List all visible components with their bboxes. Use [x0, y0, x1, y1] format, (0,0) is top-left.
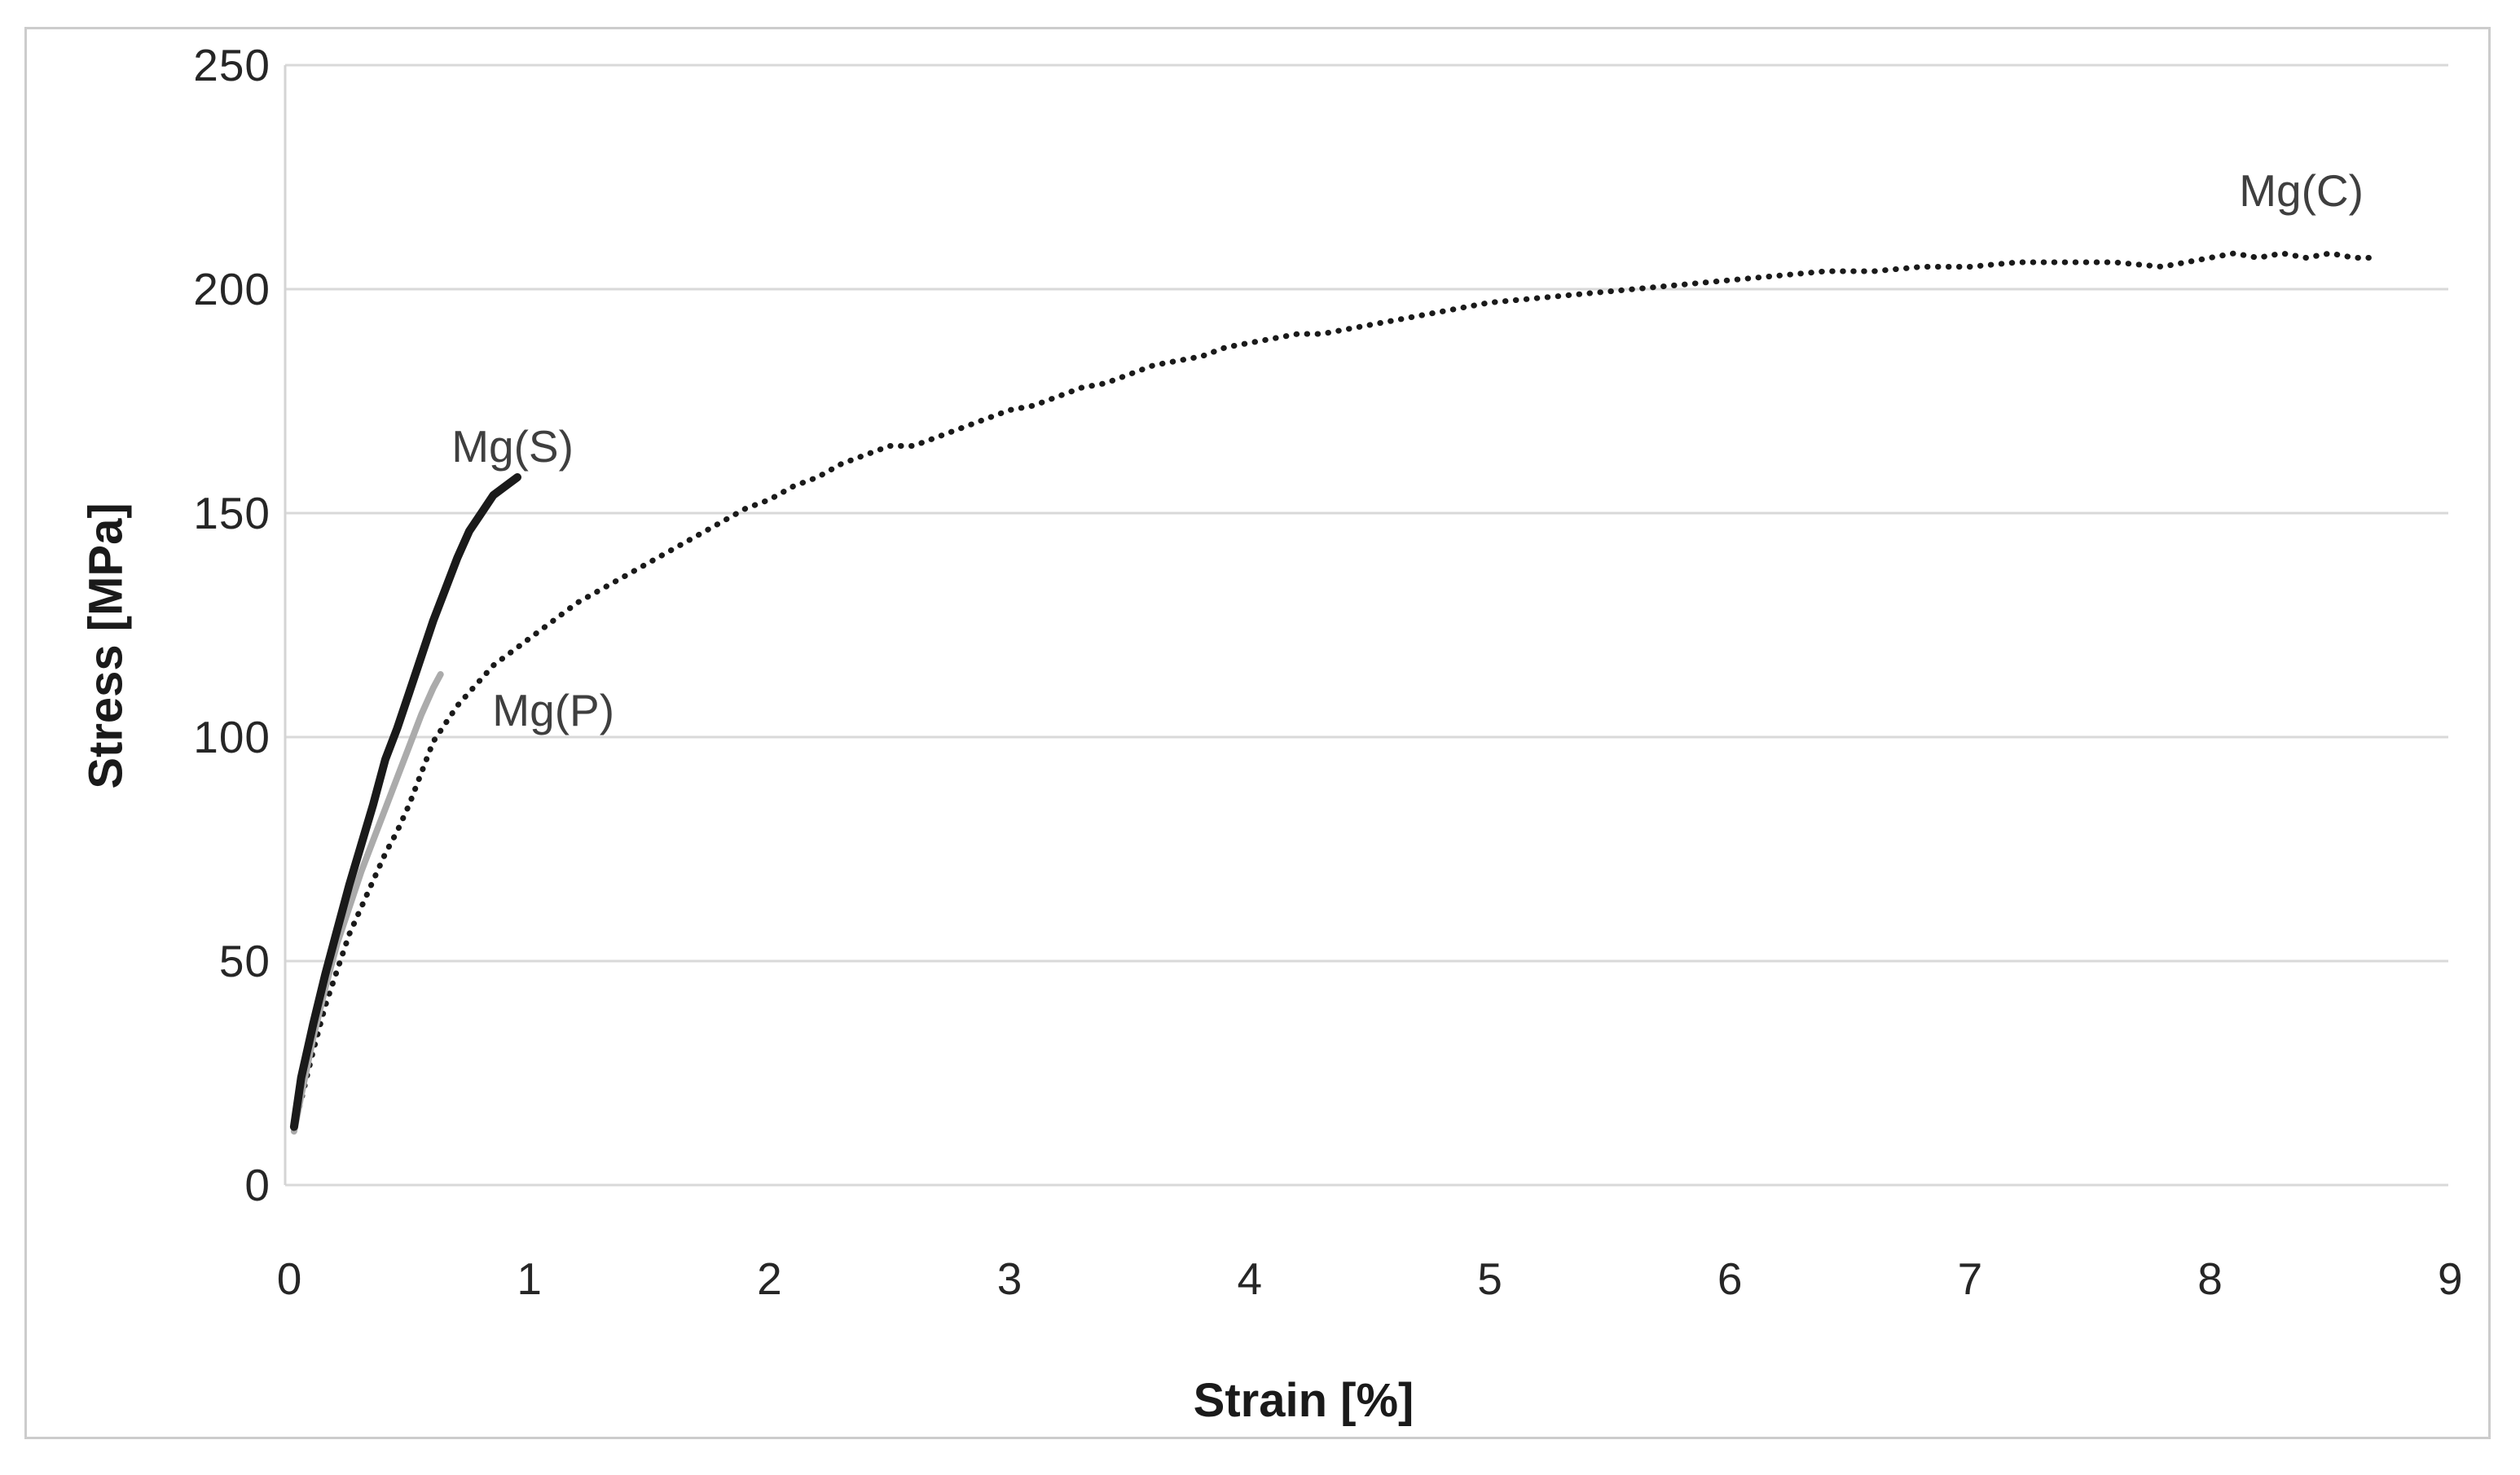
y-axis-title: Stress [MPa]: [79, 503, 133, 789]
series-label-mg-p: Mg(P): [492, 685, 615, 735]
series-curve-Mg(P): [290, 671, 444, 1135]
x-tick-label-6: 6: [1717, 1253, 1743, 1304]
series-label-mg-s: Mg(S): [451, 420, 574, 472]
x-tick-label-7: 7: [1957, 1253, 1983, 1304]
x-tick-label-4: 4: [1237, 1253, 1263, 1304]
x-tick-label-1: 1: [517, 1253, 542, 1304]
x-tick-label-8: 8: [2197, 1253, 2223, 1304]
figure-border: [24, 27, 2491, 1439]
series-curve-Mg(S): [289, 473, 521, 1131]
y-tick-label-150: 150: [193, 488, 270, 538]
x-tick-label-2: 2: [757, 1253, 782, 1304]
x-tick-label-3: 3: [996, 1253, 1023, 1304]
x-tick-label-9: 9: [2438, 1253, 2463, 1304]
x-tick-label-5: 5: [1477, 1253, 1502, 1304]
series-label-mg-c: Mg(C): [2239, 165, 2364, 216]
y-tick-label-50: 50: [218, 936, 270, 986]
series-curve-Mg(C): [291, 250, 2381, 1130]
y-tick-label-250: 250: [193, 40, 270, 90]
x-tick-label-0: 0: [276, 1253, 302, 1304]
y-tick-label-200: 200: [193, 264, 270, 314]
x-axis-title: Strain [%]: [1193, 1374, 1414, 1427]
y-tick-label-100: 100: [193, 712, 270, 762]
y-tick-label-0: 0: [244, 1160, 270, 1210]
